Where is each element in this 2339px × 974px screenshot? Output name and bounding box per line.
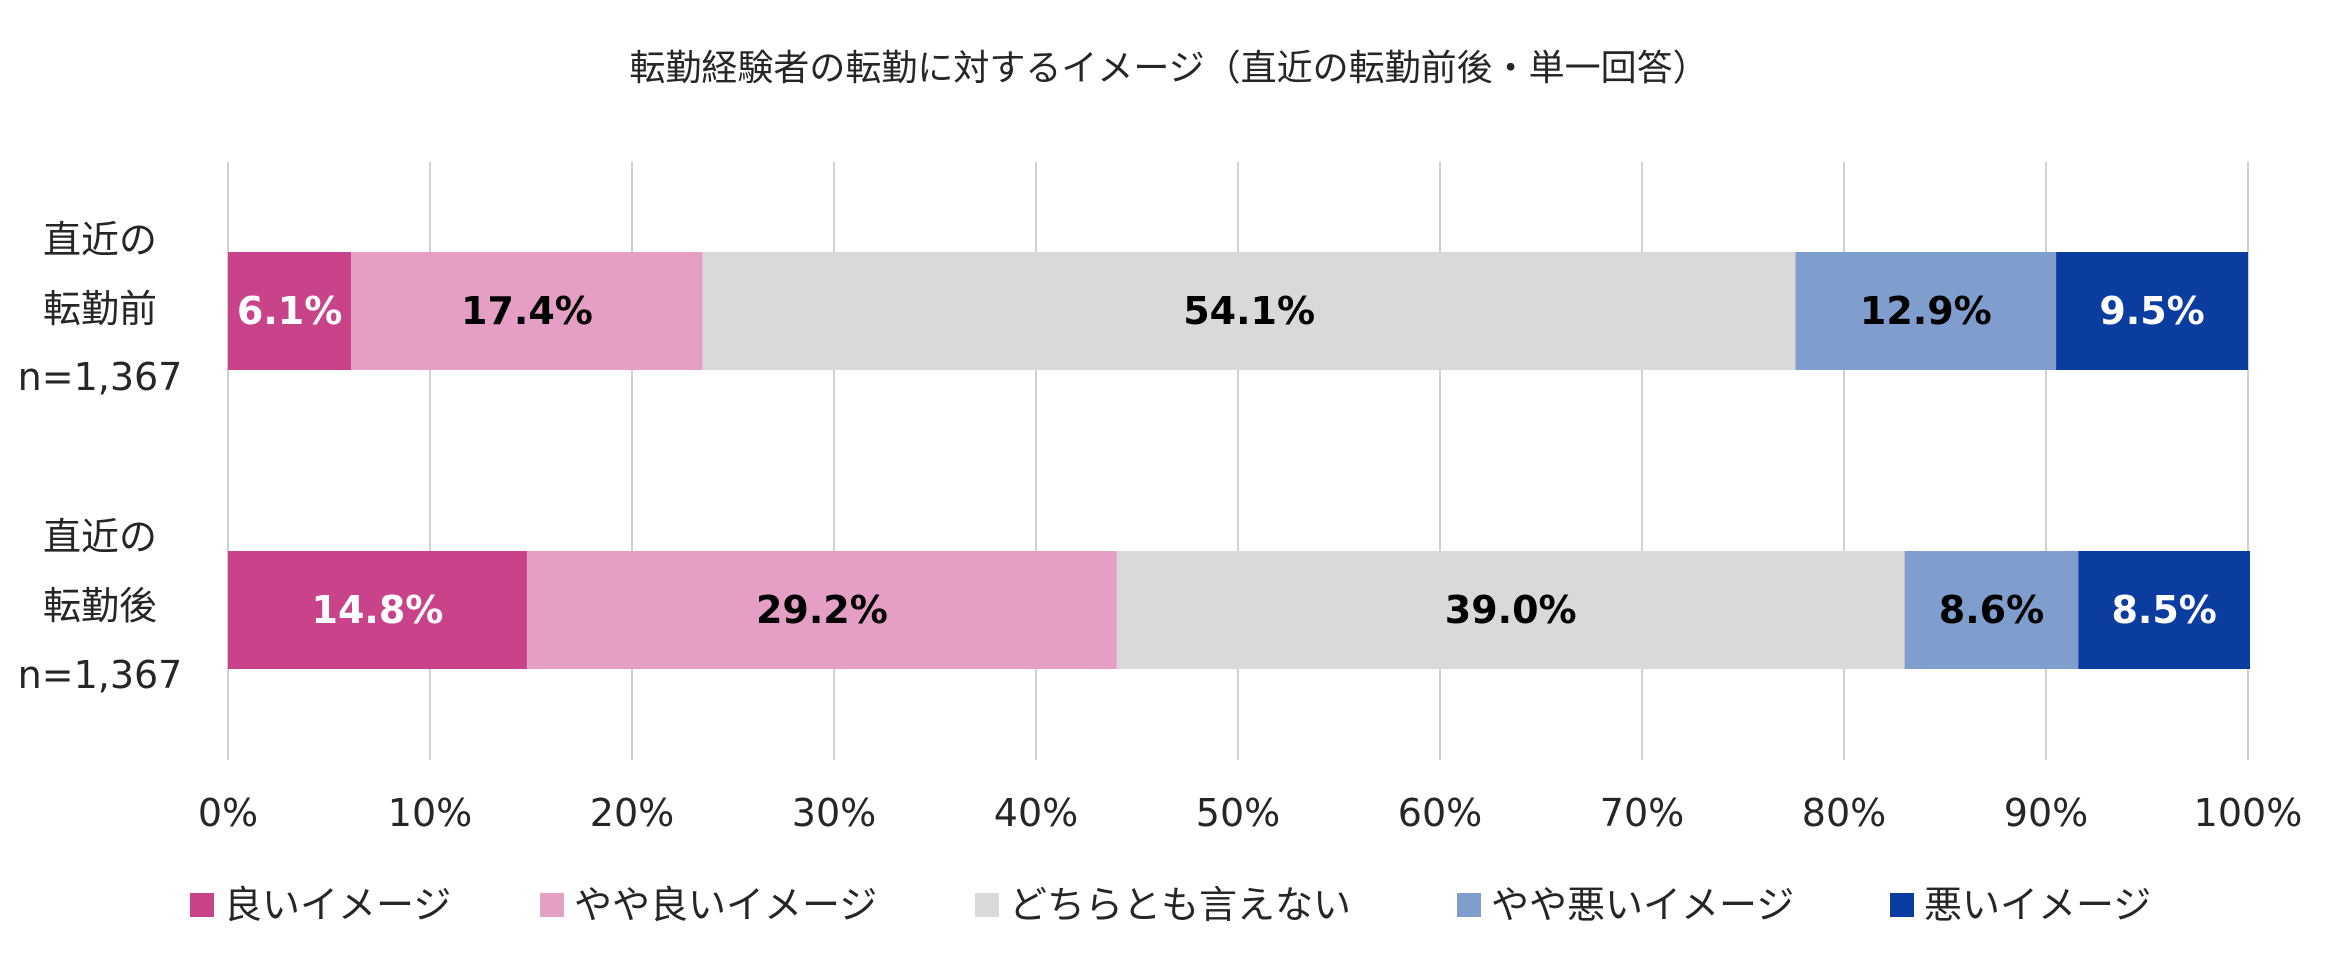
category-label: n=1,367 [18,355,183,399]
category-label: 転勤後 [43,584,157,628]
chart-title: 転勤経験者の転勤に対するイメージ（直近の転勤前後・単一回答） [629,48,1708,89]
data-label: 8.6% [1939,588,2044,632]
x-tick-label: 40% [994,791,1078,835]
data-label: 17.4% [461,289,593,333]
data-label: 8.5% [2111,588,2216,632]
bar-segment [1904,551,2079,669]
legend-swatch [190,893,214,917]
bar-segment [2056,252,2248,370]
legend-label: 良いイメージ [224,883,451,927]
bar-segment [228,252,352,370]
x-tick-label: 90% [2004,791,2088,835]
x-tick-label: 100% [2194,791,2303,835]
bar-segment [228,551,527,669]
category-label: 転勤前 [43,287,157,331]
data-label: 29.2% [756,588,888,632]
x-tick-label: 60% [1398,791,1482,835]
category-label: n=1,367 [18,653,183,697]
data-label: 6.1% [237,289,342,333]
x-tick-label: 20% [590,791,674,835]
category-label: 直近の [43,218,157,262]
legend-label: やや悪いイメージ [1491,883,1794,927]
legend-swatch [975,893,999,917]
x-tick-label: 80% [1802,791,1886,835]
legend-swatch [1457,893,1481,917]
bar-segment [351,252,703,370]
legend-label: 悪いイメージ [1924,883,2151,927]
x-tick-label: 10% [388,791,472,835]
x-tick-labels: 0% 10% 20% 30% 40% 50% 60% 70% 80% 90% 100% [198,791,2302,835]
bar-segment [526,551,1117,669]
legend-label: やや良いイメージ [574,883,877,927]
data-label: 9.5% [2099,289,2204,333]
bar-segment [1116,551,1905,669]
legend: 良いイメージ やや良いイメージ どちらとも言えない やや悪いイメージ 悪いイメージ [190,883,2151,927]
x-tick-label: 0% [198,791,258,835]
bar-segment [2078,551,2251,669]
data-label: 14.8% [312,588,444,632]
category-label: 直近の [43,515,157,559]
data-label: 39.0% [1445,588,1577,632]
legend-swatch [1890,893,1914,917]
bar-segment [702,252,1796,370]
bars: 6.1% 17.4% 54.1% 12.9% 9.5% 14.8% 29.2% 39.0% 8.… [228,252,2251,669]
data-label: 12.9% [1860,289,1992,333]
gridlines [227,162,2249,760]
legend-swatch [540,893,564,917]
legend-label: どちらとも言えない [1009,883,1351,927]
x-tick-label: 50% [1196,791,1280,835]
x-tick-label: 70% [1600,791,1684,835]
bar-segment [1795,252,2057,370]
data-label: 54.1% [1183,289,1315,333]
x-tick-label: 30% [792,791,876,835]
